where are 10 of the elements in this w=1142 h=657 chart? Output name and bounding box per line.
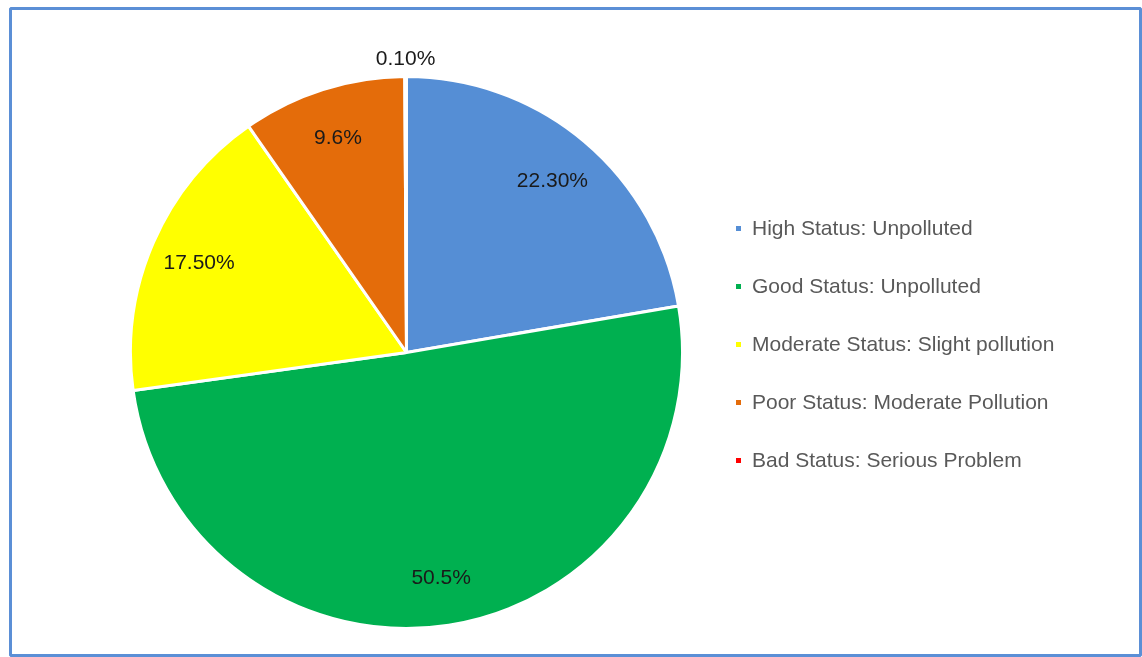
data-label: 0.10% xyxy=(375,45,436,69)
data-label: 9.6% xyxy=(313,125,362,149)
data-label: 17.50% xyxy=(163,250,235,274)
data-label: 22.30% xyxy=(516,167,589,191)
legend-label: Good Status: Unpolluted xyxy=(752,274,981,298)
legend-label: High Status: Unpolluted xyxy=(752,216,973,240)
legend-label: Poor Status: Moderate Pollution xyxy=(752,390,1049,414)
legend-label: Bad Status: Serious Problem xyxy=(752,448,1022,472)
legend-label: Moderate Status: Slight pollution xyxy=(752,332,1055,356)
data-label: 50.5% xyxy=(411,564,471,588)
